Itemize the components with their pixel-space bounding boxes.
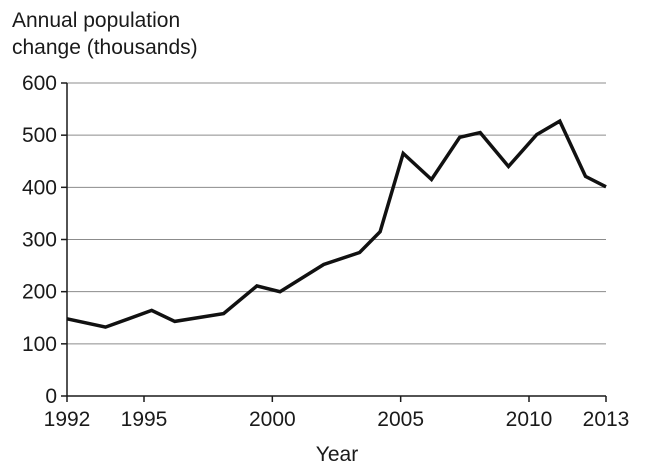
y-axis-label-line-1: Annual population bbox=[12, 9, 180, 32]
x-tick-label-2013: 2013 bbox=[583, 408, 630, 431]
y-axis-label-line-2: change (thousands) bbox=[12, 36, 198, 59]
y-tick-label-400: 400 bbox=[22, 176, 57, 199]
y-tick-label-300: 300 bbox=[22, 229, 57, 252]
series-layer bbox=[66, 118, 607, 329]
y-tick-label-200: 200 bbox=[22, 281, 57, 304]
y-tick-label-600: 600 bbox=[22, 72, 57, 95]
x-axis-label: Year bbox=[316, 443, 358, 463]
x-tick-label-1995: 1995 bbox=[121, 408, 168, 431]
x-tick-label-1992: 1992 bbox=[44, 408, 91, 431]
x-tick-label-2010: 2010 bbox=[506, 408, 553, 431]
axes bbox=[61, 82, 607, 402]
y-tick-label-100: 100 bbox=[22, 333, 57, 356]
grid-lines bbox=[67, 82, 606, 345]
x-tick-label-2000: 2000 bbox=[249, 408, 296, 431]
y-tick-label-500: 500 bbox=[22, 124, 57, 147]
x-tick-labels: 1992 1995 2000 2005 2010 2013 bbox=[44, 408, 630, 431]
series-line-0 bbox=[66, 118, 607, 329]
y-tick-labels: 0 100 200 300 400 500 600 bbox=[22, 72, 57, 408]
x-tick-label-2005: 2005 bbox=[377, 408, 424, 431]
y-tick-label-0: 0 bbox=[45, 385, 57, 408]
